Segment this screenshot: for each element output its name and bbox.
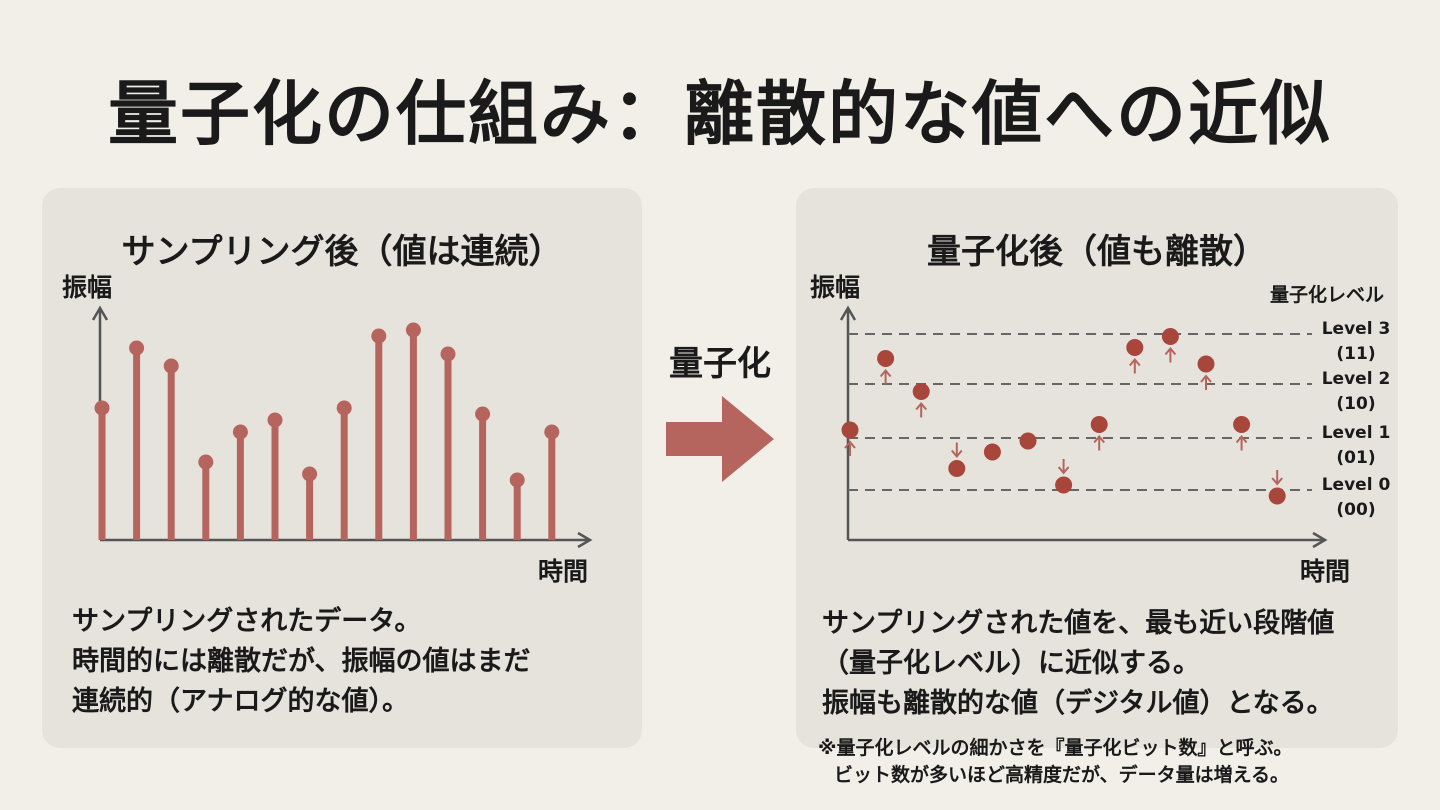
- sample-stem: [167, 366, 175, 540]
- sample-dot: [509, 472, 525, 488]
- quantized-x-axis-arrowhead: [1312, 531, 1328, 549]
- sample-stem: [479, 414, 487, 540]
- quantization-levels: Level 3 (11) Level 2 (10) Level 1 (01) Level 0…: [848, 319, 1390, 520]
- rounding-arrowhead: [1271, 477, 1283, 486]
- rounding-arrowhead: [1235, 434, 1248, 444]
- quantized-dot: [1055, 476, 1073, 494]
- quantized-dot: [948, 460, 966, 477]
- levels-title: 量子化レベル: [1270, 284, 1385, 306]
- sample-dot: [232, 424, 248, 440]
- quantized-dot: [1090, 416, 1108, 433]
- sample-dot: [440, 346, 456, 362]
- left-y-axis-label: 振幅: [62, 273, 113, 302]
- note-line: ※量子化レベルの細かさを『量子化ビット数』と呼ぶ。: [818, 737, 1293, 759]
- rounding-arrowhead: [915, 401, 927, 411]
- rounding-arrowhead: [1200, 374, 1212, 383]
- sample-dot: [475, 406, 491, 422]
- sample-stem: [236, 432, 244, 540]
- rounding-arrowhead: [844, 440, 856, 449]
- quantized-dot: [1161, 328, 1179, 345]
- level-code: (01): [1336, 448, 1375, 468]
- quantized-y-axis-arrowhead: [839, 305, 857, 321]
- rounding-arrowhead: [1093, 434, 1105, 444]
- sampled-stems: [94, 322, 560, 540]
- level-code: (00): [1336, 500, 1375, 520]
- left-x-axis-label: 時間: [538, 557, 589, 586]
- quantized-dot: [841, 421, 859, 439]
- sample-stem: [306, 474, 314, 540]
- rounding-arrowhead: [1057, 466, 1070, 475]
- sample-stem: [340, 408, 348, 540]
- page-title: 量子化の仕組み：離散的な値への近似: [108, 72, 1332, 155]
- sample-stem: [133, 348, 141, 540]
- rounding-arrowhead: [951, 449, 963, 459]
- rounding-arrowhead: [1129, 357, 1141, 367]
- quantized-description-line: 振幅も離散的な値（デジタル値）となる。: [822, 688, 1334, 719]
- level-name: Level 0: [1322, 475, 1391, 495]
- quantized-dot: [912, 383, 930, 400]
- quantized-dot: [983, 443, 1001, 461]
- sample-stem: [98, 408, 106, 540]
- quantized-description-line: （量子化レベル）に近似する。: [822, 648, 1200, 679]
- sample-dot: [302, 466, 318, 482]
- quantize-arrow-label: 量子化: [669, 344, 771, 384]
- sampled-x-axis-arrowhead: [577, 531, 593, 549]
- sample-stem: [444, 354, 452, 540]
- rounding-arrowhead: [879, 368, 892, 378]
- quantized-panel: 量子化後（値も離散）: [796, 188, 1398, 748]
- sample-dot: [336, 400, 352, 416]
- sample-stem: [548, 432, 556, 540]
- bit-depth-note: ※量子化レベルの細かさを『量子化ビット数』と呼ぶ。 ビット数が多いほど高精度だが…: [818, 735, 1408, 789]
- quantized-description: サンプリングされた値を、最も近い段階値 （量子化レベル）に近似する。 振幅も離散…: [822, 604, 1334, 724]
- sample-stem: [271, 420, 279, 540]
- quantized-dot: [1197, 355, 1215, 373]
- sample-dot: [371, 328, 387, 344]
- sample-stem: [375, 336, 383, 540]
- quantized-dot: [1019, 432, 1037, 450]
- quantized-dot: [877, 350, 895, 367]
- sample-dot: [405, 322, 421, 338]
- sample-stem: [409, 330, 417, 540]
- right-arrow-icon: [666, 396, 774, 482]
- sample-dot: [129, 340, 145, 356]
- level-name: Level 2: [1322, 369, 1391, 389]
- sample-stem: [513, 480, 521, 540]
- level-name: Level 3: [1322, 319, 1391, 339]
- sample-dot: [163, 358, 179, 374]
- sampled-description-line: 時間的には離散だが、振幅の値はまだ: [72, 646, 531, 677]
- sample-stem: [202, 462, 210, 540]
- right-x-axis-label: 時間: [1300, 557, 1351, 586]
- level-name: Level 1: [1322, 423, 1391, 443]
- quantized-dot: [1233, 416, 1251, 433]
- rounding-arrowhead: [1164, 346, 1177, 356]
- sampled-heading: サンプリング後（値は連続）: [121, 232, 563, 272]
- quantized-axes: [839, 305, 1328, 549]
- sampled-description: サンプリングされたデータ。 時間的には離散だが、振幅の値はまだ 連続的（アナログ…: [72, 602, 530, 722]
- sample-dot: [94, 400, 110, 416]
- sample-dot: [544, 424, 560, 440]
- sample-dot: [198, 454, 214, 470]
- sampled-description-line: 連続的（アナログ的な値）。: [72, 686, 409, 717]
- level-code: (11): [1336, 344, 1375, 364]
- quantized-dot: [1268, 487, 1286, 505]
- right-y-axis-label: 振幅: [810, 273, 861, 302]
- sample-dot: [267, 412, 283, 428]
- quantized-description-line: サンプリングされた値を、最も近い段階値: [822, 608, 1335, 639]
- quantized-heading: 量子化後（値も離散）: [927, 232, 1267, 272]
- sampled-description-line: サンプリングされたデータ。: [72, 606, 422, 637]
- sampled-y-axis-arrowhead: [91, 305, 109, 321]
- quantized-dot: [1126, 339, 1144, 356]
- quantized-points: [841, 328, 1286, 505]
- level-code: (10): [1336, 394, 1375, 414]
- note-line: ビット数が多いほど高精度だが、データ量は増える。: [834, 764, 1290, 786]
